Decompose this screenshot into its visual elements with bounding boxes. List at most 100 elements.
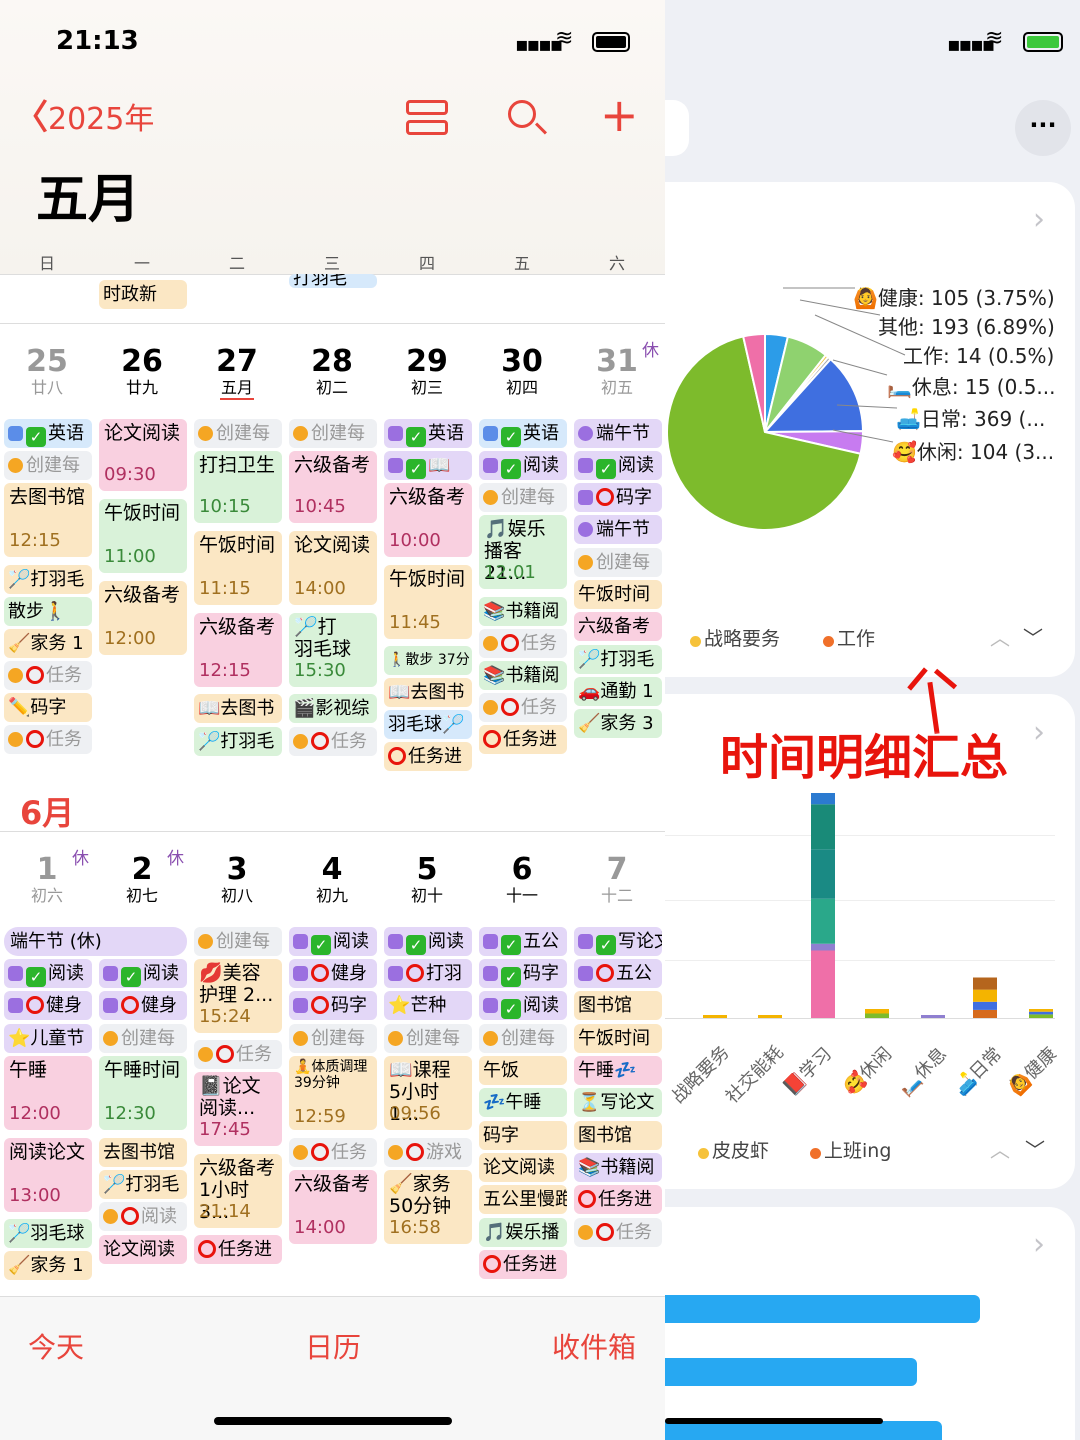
event-chip[interactable]: 午饭 xyxy=(479,1056,567,1085)
event-chip[interactable]: 去图书馆 xyxy=(99,1138,187,1167)
event-chip[interactable]: 📚书籍阅 xyxy=(574,1153,662,1182)
event-chip[interactable]: 健身 xyxy=(289,959,377,988)
bar-card[interactable] xyxy=(665,694,1075,1189)
event-chip[interactable]: 任务 xyxy=(194,1040,282,1069)
event-chip[interactable]: ✓ 码字 xyxy=(479,959,567,988)
event-chip[interactable]: 任务 xyxy=(289,727,377,756)
day-number[interactable]: 25 xyxy=(26,344,68,379)
event-chip[interactable]: 任务 xyxy=(4,725,92,754)
event-chip[interactable]: 🏸打羽毛 xyxy=(574,645,662,674)
event-chip[interactable]: 打羽毛 xyxy=(289,274,377,288)
event-chip[interactable]: 任务进 xyxy=(194,1235,282,1264)
event-chip[interactable]: 午饭时间 xyxy=(574,1024,662,1053)
event-chip[interactable]: 时政新 xyxy=(99,280,187,309)
event-chip[interactable]: 散步🚶 xyxy=(4,597,92,626)
event-chip[interactable]: 创建每 xyxy=(289,419,377,448)
event-block[interactable]: 午饭时间 11:15 xyxy=(194,531,282,605)
event-block[interactable]: 六级备考 1小时 3... 21:14 xyxy=(194,1154,282,1228)
event-chip[interactable]: 任务 xyxy=(479,693,567,722)
event-chip[interactable]: ✓ 阅读 xyxy=(289,927,377,956)
event-chip[interactable]: 任务进 xyxy=(479,1250,567,1279)
event-chip[interactable]: 端午节 xyxy=(574,515,662,544)
event-block[interactable]: 午睡时间 12:30 xyxy=(99,1056,187,1130)
event-chip[interactable]: 任务 xyxy=(574,1218,662,1247)
day-number[interactable]: 27 xyxy=(216,344,258,379)
allday-event[interactable]: 端午节 (休) xyxy=(4,927,187,956)
hbar-card[interactable] xyxy=(665,1207,1075,1440)
event-chip[interactable]: 码字 xyxy=(574,483,662,512)
event-chip[interactable]: 码字 xyxy=(289,991,377,1020)
event-chip[interactable]: 打羽 xyxy=(384,959,472,988)
event-block[interactable]: 去图书馆 12:15 xyxy=(4,483,92,557)
day-number[interactable]: 1 xyxy=(36,852,58,887)
event-chip[interactable]: 论文阅读 xyxy=(99,1235,187,1264)
event-chip[interactable]: ✓ 阅读 xyxy=(574,451,662,480)
event-block[interactable]: 六级备考 10:45 xyxy=(289,451,377,523)
view-toggle-icon[interactable] xyxy=(406,100,448,136)
event-chip[interactable]: ⭐儿童节 xyxy=(4,1024,92,1053)
event-chip[interactable]: 阅读 xyxy=(99,1202,187,1231)
event-chip[interactable]: 任务进 xyxy=(479,725,567,754)
event-chip[interactable]: 健身 xyxy=(99,991,187,1020)
event-chip[interactable]: 创建每 xyxy=(479,483,567,512)
day-number[interactable]: 4 xyxy=(321,852,343,887)
event-chip[interactable]: ⭐芒种 xyxy=(384,991,472,1020)
event-chip[interactable]: ✓ 阅读 xyxy=(4,959,92,988)
event-chip[interactable]: 任务 xyxy=(4,661,92,690)
day-number[interactable]: 28 xyxy=(311,344,353,379)
event-chip[interactable]: 午睡💤 xyxy=(574,1056,662,1085)
event-block[interactable]: 💋美容 护理 2... 15:24 xyxy=(194,959,282,1033)
event-block[interactable]: 六级备考 12:00 xyxy=(99,581,187,655)
legend-down-icon[interactable]: ﹀ xyxy=(1025,1138,1045,1162)
event-chip[interactable]: 🎵娱乐播 xyxy=(479,1218,567,1247)
event-block[interactable]: 📓论文 阅读... 17:45 xyxy=(194,1072,282,1146)
back-button-partial[interactable] xyxy=(665,100,689,156)
tab-today[interactable]: 今天 xyxy=(28,1331,85,1364)
more-button[interactable]: ··· xyxy=(1015,100,1071,156)
event-chip[interactable]: 图书馆 xyxy=(574,1121,662,1150)
event-chip[interactable]: 📖去图书 xyxy=(194,694,282,723)
event-chip[interactable]: 🧹家务 1 xyxy=(4,1251,92,1280)
tab-inbox[interactable]: 收件箱 xyxy=(552,1331,637,1364)
day-number[interactable]: 3 xyxy=(226,852,248,887)
event-chip[interactable]: ✓ 阅读 xyxy=(479,991,567,1020)
legend-item[interactable]: 上班ing xyxy=(810,1136,891,1163)
event-chip[interactable]: 🏸打羽毛 xyxy=(99,1170,187,1199)
event-chip[interactable]: 创建每 xyxy=(194,927,282,956)
event-chip[interactable]: 码字 xyxy=(479,1121,567,1150)
event-chip[interactable]: 论文阅读 xyxy=(479,1153,567,1182)
event-block[interactable]: 六级备考 14:00 xyxy=(289,1170,377,1244)
event-block[interactable]: 论文阅读 14:00 xyxy=(289,531,377,605)
event-chip[interactable]: ✓ 📖 xyxy=(384,451,472,480)
event-chip[interactable]: 健身 xyxy=(4,991,92,1020)
event-chip[interactable]: ✓ 英语 xyxy=(4,419,92,448)
event-chip[interactable]: 图书馆 xyxy=(574,991,662,1020)
event-block[interactable]: 午饭时间 11:45 xyxy=(384,565,472,639)
legend-down-icon[interactable]: ﹀ xyxy=(1023,626,1043,650)
legend-item[interactable]: 皮皮虾 xyxy=(698,1136,769,1163)
event-chip[interactable]: 🏸打羽毛 xyxy=(194,727,282,756)
event-chip[interactable]: 🏸羽毛球 xyxy=(4,1219,92,1248)
event-chip[interactable]: ✓ 英语 xyxy=(384,419,472,448)
add-icon[interactable]: + xyxy=(600,88,639,142)
event-block[interactable]: 🏸打 羽毛球 15:30 xyxy=(289,613,377,687)
search-icon[interactable] xyxy=(508,100,548,138)
day-number[interactable]: 30 xyxy=(501,344,543,379)
event-chip[interactable]: 📚书籍阅 xyxy=(479,661,567,690)
event-chip[interactable]: 🚶散步 37分 xyxy=(384,646,472,675)
chevron-right-icon[interactable]: › xyxy=(1033,715,1045,750)
legend-up-icon[interactable]: ︿ xyxy=(990,1138,1010,1162)
tab-calendar[interactable]: 日历 xyxy=(305,1331,362,1364)
event-chip[interactable]: ✓ 五公 xyxy=(479,927,567,956)
event-chip[interactable]: ✏️码字 xyxy=(4,693,92,722)
chevron-right-icon[interactable]: › xyxy=(1033,202,1045,237)
event-block[interactable]: 午睡 12:00 xyxy=(4,1056,92,1130)
event-block[interactable]: 论文阅读 09:30 xyxy=(99,419,187,491)
day-number[interactable]: 5 xyxy=(416,852,438,887)
event-chip[interactable]: 任务进 xyxy=(384,742,472,771)
event-chip[interactable]: 📖去图书 xyxy=(384,678,472,707)
event-chip[interactable]: 羽毛球🏸 xyxy=(384,710,472,739)
event-chip[interactable]: 📚书籍阅 xyxy=(479,597,567,626)
event-chip[interactable]: 创建每 xyxy=(4,451,92,480)
event-chip[interactable]: ✓ 英语 xyxy=(479,419,567,448)
